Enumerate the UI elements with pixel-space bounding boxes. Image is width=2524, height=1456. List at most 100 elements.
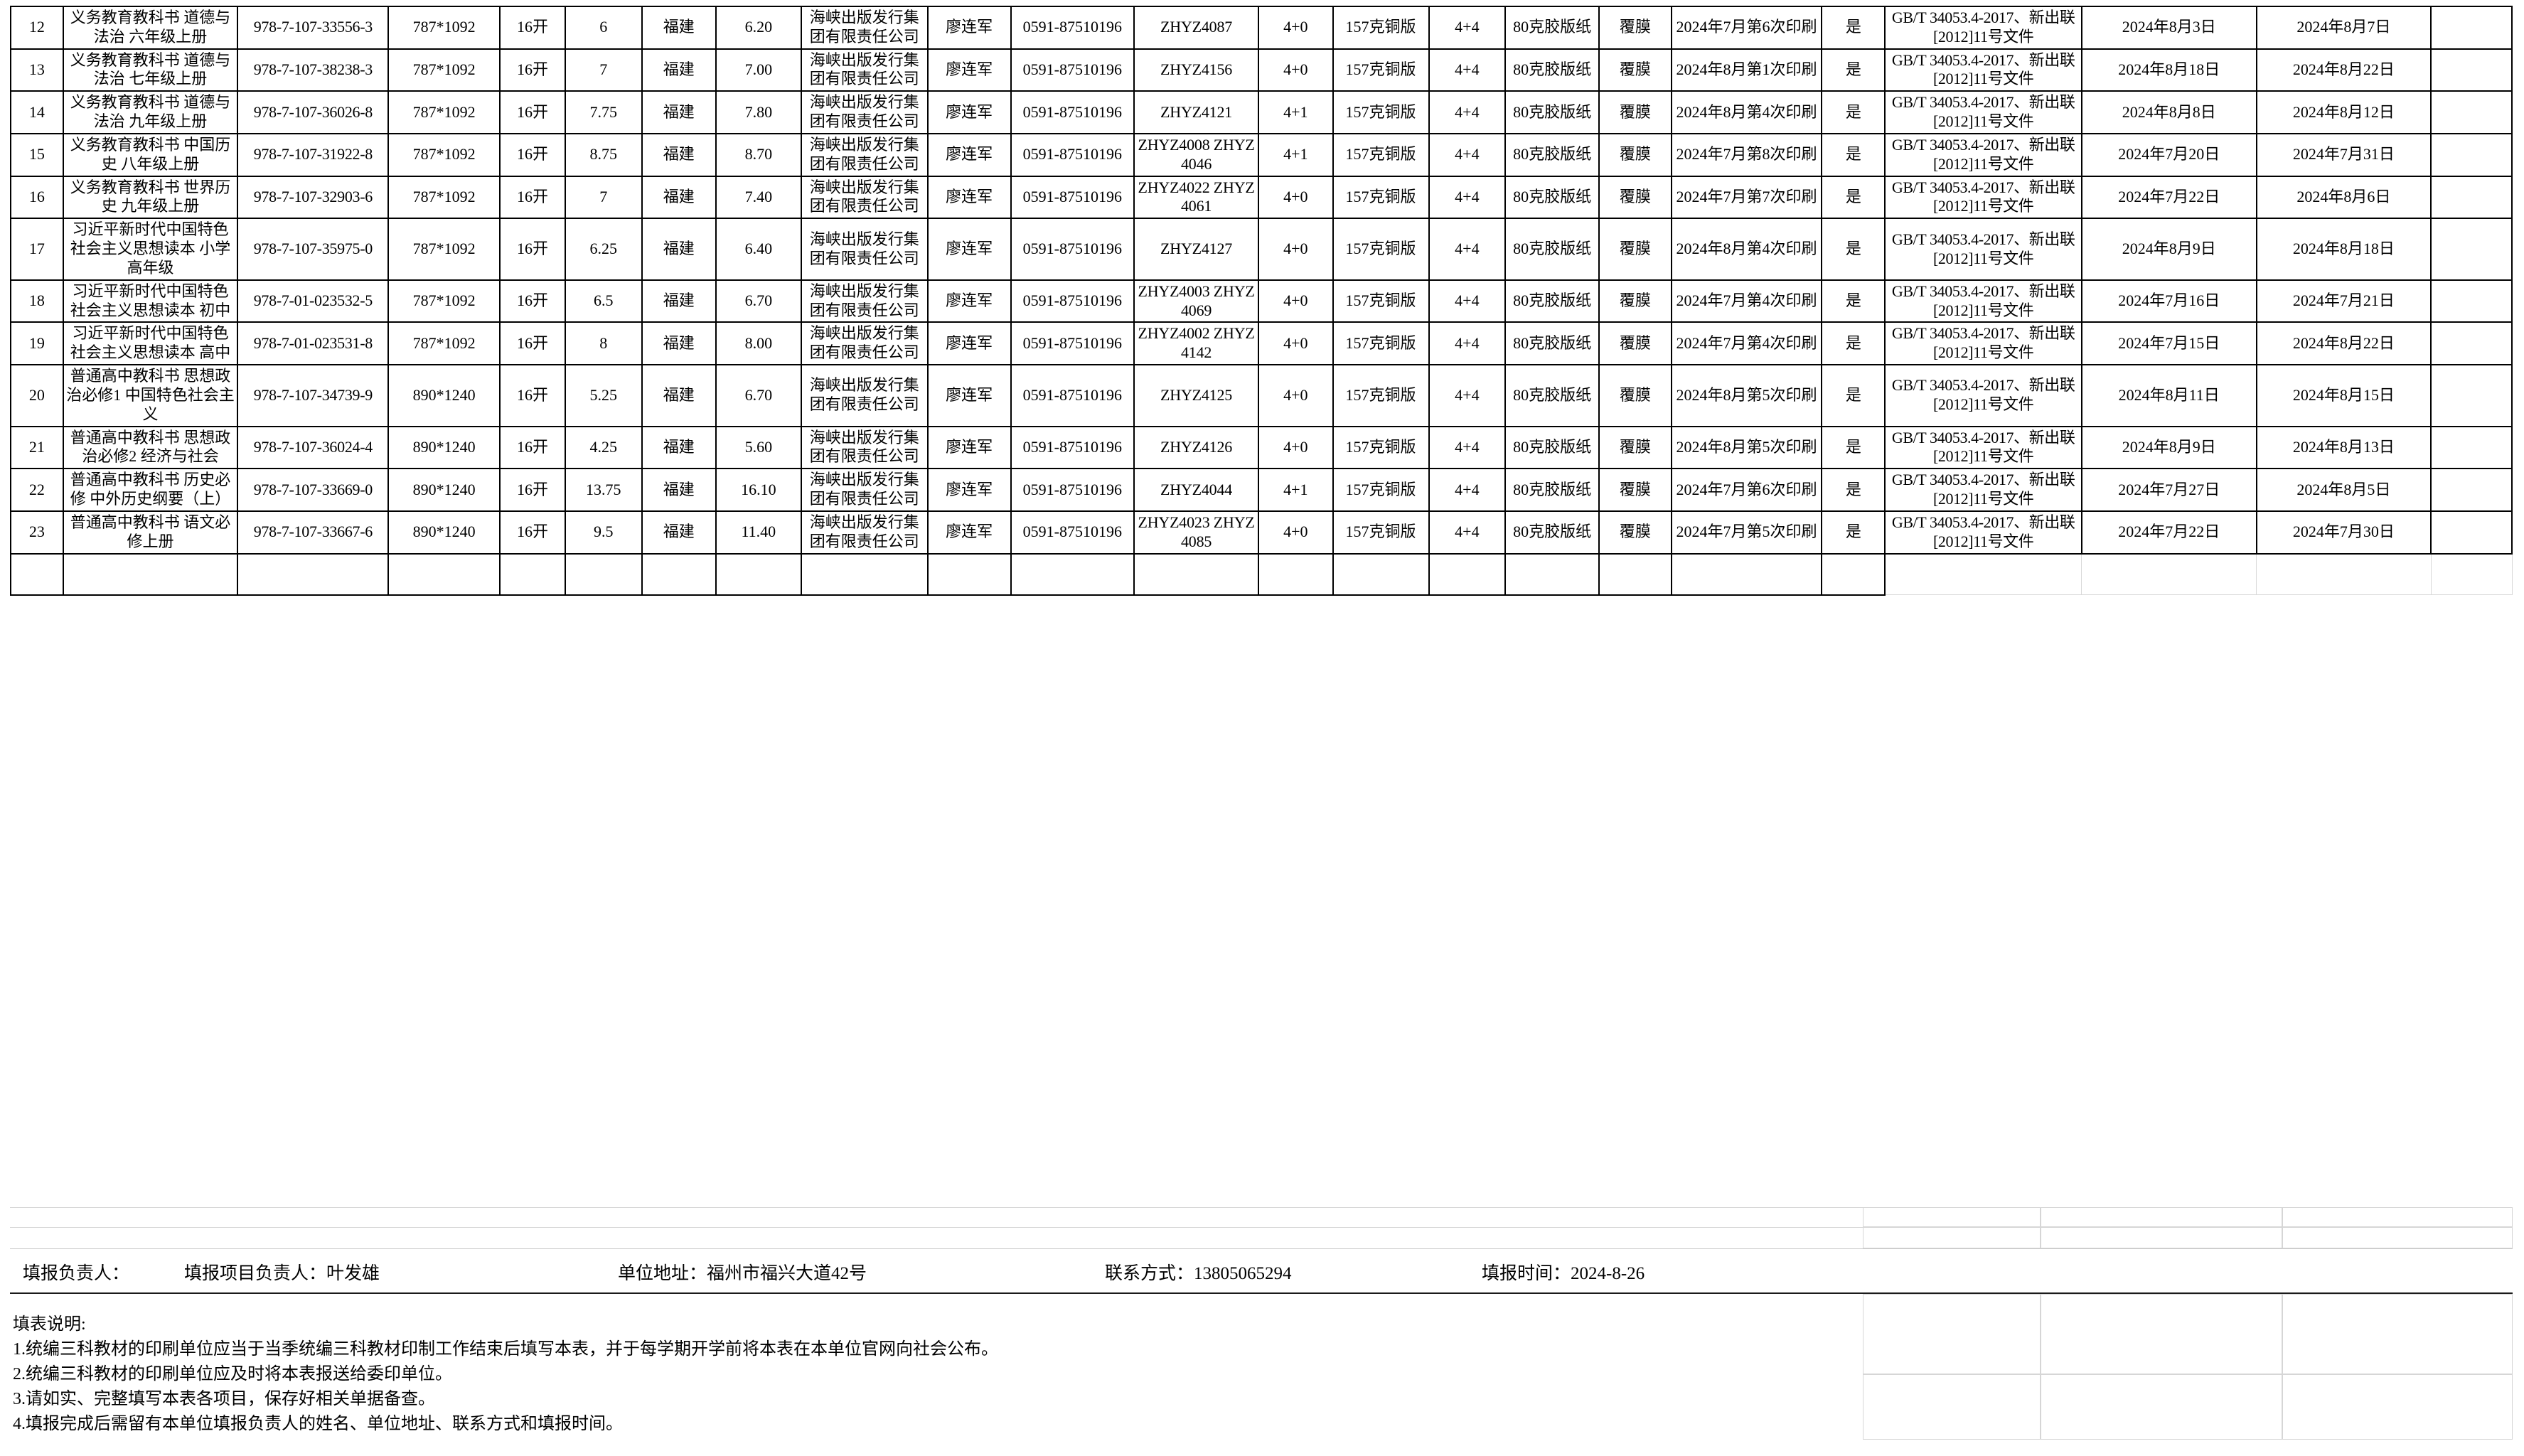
- cell-extra[interactable]: [2430, 6, 2513, 50]
- cell-price[interactable]: 8.70: [715, 132, 802, 177]
- cell-text-ink[interactable]: 4+4: [1428, 364, 1507, 427]
- cell-cover-ink[interactable]: 4+0: [1258, 6, 1334, 50]
- cell-trim-size[interactable]: 787*1092: [387, 132, 501, 177]
- cell-publisher[interactable]: 海峡出版发行集团有限责任公司: [800, 48, 929, 92]
- cell-contact-phone[interactable]: 0591-87510196: [1010, 425, 1135, 470]
- cell-isbn[interactable]: 978-7-107-34739-9: [237, 364, 390, 427]
- cell-row-index[interactable]: 13: [10, 48, 64, 92]
- empty-cell[interactable]: [2041, 1227, 2282, 1248]
- cell-is-qualified[interactable]: 是: [1821, 321, 1886, 366]
- empty-cell[interactable]: [926, 552, 1012, 596]
- cell-price[interactable]: 11.40: [715, 510, 802, 555]
- cell-print-sheets[interactable]: 7: [565, 175, 643, 220]
- cell-finish-date[interactable]: 2024年7月31日: [2255, 132, 2432, 177]
- cell-finish-date[interactable]: 2024年7月21日: [2255, 279, 2432, 323]
- cell-zhyz-code[interactable]: ZHYZ4022 ZHYZ4061: [1133, 175, 1260, 220]
- cell-price[interactable]: 6.70: [715, 364, 802, 427]
- cell-price[interactable]: 7.40: [715, 175, 802, 220]
- empty-cell[interactable]: [1428, 552, 1507, 596]
- cell-extra[interactable]: [2430, 90, 2513, 134]
- cell-extra[interactable]: [2430, 48, 2513, 92]
- empty-cell[interactable]: [10, 552, 64, 596]
- cell-trim-size[interactable]: 787*1092: [387, 218, 501, 281]
- cell-text-ink[interactable]: 4+4: [1428, 218, 1507, 281]
- cell-price[interactable]: 5.60: [715, 425, 802, 470]
- empty-cell[interactable]: [1670, 552, 1823, 596]
- cell-cover-paper[interactable]: 157克铜版: [1332, 175, 1430, 220]
- cell-surface-finish[interactable]: 覆膜: [1598, 48, 1672, 92]
- cell-book-name[interactable]: 义务教育教科书 道德与法治 九年级上册: [62, 90, 239, 134]
- cell-contact-person[interactable]: 廖连军: [926, 218, 1012, 281]
- cell-print-sheets[interactable]: 8.75: [565, 132, 643, 177]
- cell-cover-paper[interactable]: 157克铜版: [1332, 364, 1430, 427]
- empty-cell[interactable]: [1133, 552, 1260, 596]
- cell-start-date[interactable]: 2024年8月9日: [2080, 425, 2257, 470]
- cell-surface-finish[interactable]: 覆膜: [1598, 510, 1672, 555]
- cell-text-paper[interactable]: 80克胶版纸: [1504, 218, 1600, 281]
- cell-start-date[interactable]: 2024年7月15日: [2080, 321, 2257, 366]
- empty-cell[interactable]: [1884, 552, 2082, 596]
- cell-start-date[interactable]: 2024年8月11日: [2080, 364, 2257, 427]
- cell-standard[interactable]: GB/T 34053.4-2017、新出联[2012]11号文件: [1884, 175, 2082, 220]
- cell-print-sheets[interactable]: 9.5: [565, 510, 643, 555]
- cell-text-paper[interactable]: 80克胶版纸: [1504, 6, 1600, 50]
- cell-contact-phone[interactable]: 0591-87510196: [1010, 279, 1135, 323]
- empty-cell[interactable]: [2041, 1374, 2282, 1440]
- cell-text-paper[interactable]: 80克胶版纸: [1504, 90, 1600, 134]
- cell-publisher[interactable]: 海峡出版发行集团有限责任公司: [800, 468, 929, 512]
- cell-cover-paper[interactable]: 157克铜版: [1332, 279, 1430, 323]
- cell-standard[interactable]: GB/T 34053.4-2017、新出联[2012]11号文件: [1884, 48, 2082, 92]
- cell-book-name[interactable]: 义务教育教科书 世界历史 九年级上册: [62, 175, 239, 220]
- cell-is-qualified[interactable]: 是: [1821, 279, 1886, 323]
- cell-zhyz-code[interactable]: ZHYZ4087: [1133, 6, 1260, 50]
- cell-standard[interactable]: GB/T 34053.4-2017、新出联[2012]11号文件: [1884, 468, 2082, 512]
- empty-cell[interactable]: [387, 552, 501, 596]
- cell-contact-person[interactable]: 廖连军: [926, 510, 1012, 555]
- empty-cell[interactable]: [2282, 1374, 2513, 1440]
- cell-isbn[interactable]: 978-7-107-33667-6: [237, 510, 390, 555]
- cell-standard[interactable]: GB/T 34053.4-2017、新出联[2012]11号文件: [1884, 90, 2082, 134]
- cell-print-sheets[interactable]: 6.25: [565, 218, 643, 281]
- cell-format[interactable]: 16开: [498, 218, 567, 281]
- cell-standard[interactable]: GB/T 34053.4-2017、新出联[2012]11号文件: [1884, 132, 2082, 177]
- cell-text-paper[interactable]: 80克胶版纸: [1504, 510, 1600, 555]
- cell-is-qualified[interactable]: 是: [1821, 48, 1886, 92]
- cell-start-date[interactable]: 2024年7月27日: [2080, 468, 2257, 512]
- cell-province[interactable]: 福建: [641, 279, 717, 323]
- cell-province[interactable]: 福建: [641, 6, 717, 50]
- cell-row-index[interactable]: 21: [10, 425, 64, 470]
- cell-cover-paper[interactable]: 157克铜版: [1332, 218, 1430, 281]
- cell-trim-size[interactable]: 890*1240: [387, 364, 501, 427]
- cell-standard[interactable]: GB/T 34053.4-2017、新出联[2012]11号文件: [1884, 425, 2082, 470]
- cell-publisher[interactable]: 海峡出版发行集团有限责任公司: [800, 279, 929, 323]
- cell-print-run[interactable]: 2024年7月第4次印刷: [1670, 321, 1823, 366]
- cell-contact-person[interactable]: 廖连军: [926, 425, 1012, 470]
- cell-text-ink[interactable]: 4+4: [1428, 425, 1507, 470]
- cell-contact-phone[interactable]: 0591-87510196: [1010, 321, 1135, 366]
- cell-price[interactable]: 6.70: [715, 279, 802, 323]
- cell-finish-date[interactable]: 2024年8月22日: [2255, 48, 2432, 92]
- cell-cover-paper[interactable]: 157克铜版: [1332, 510, 1430, 555]
- cell-cover-ink[interactable]: 4+0: [1258, 279, 1334, 323]
- cell-surface-finish[interactable]: 覆膜: [1598, 425, 1672, 470]
- cell-extra[interactable]: [2430, 279, 2513, 323]
- cell-extra[interactable]: [2430, 364, 2513, 427]
- cell-zhyz-code[interactable]: ZHYZ4002 ZHYZ4142: [1133, 321, 1260, 366]
- empty-cell[interactable]: [2282, 1294, 2513, 1374]
- cell-standard[interactable]: GB/T 34053.4-2017、新出联[2012]11号文件: [1884, 6, 2082, 50]
- cell-price[interactable]: 8.00: [715, 321, 802, 366]
- cell-print-run[interactable]: 2024年7月第4次印刷: [1670, 279, 1823, 323]
- cell-isbn[interactable]: 978-7-107-33556-3: [237, 6, 390, 50]
- cell-row-index[interactable]: 19: [10, 321, 64, 366]
- empty-cell[interactable]: [2041, 1294, 2282, 1374]
- cell-price[interactable]: 6.20: [715, 6, 802, 50]
- cell-book-name[interactable]: 义务教育教科书 道德与法治 七年级上册: [62, 48, 239, 92]
- cell-print-sheets[interactable]: 5.25: [565, 364, 643, 427]
- cell-print-sheets[interactable]: 7: [565, 48, 643, 92]
- cell-text-paper[interactable]: 80克胶版纸: [1504, 279, 1600, 323]
- cell-book-name[interactable]: 普通高中教科书 语文必修上册: [62, 510, 239, 555]
- cell-start-date[interactable]: 2024年7月22日: [2080, 510, 2257, 555]
- cell-print-run[interactable]: 2024年8月第4次印刷: [1670, 218, 1823, 281]
- cell-contact-person[interactable]: 廖连军: [926, 468, 1012, 512]
- cell-finish-date[interactable]: 2024年7月30日: [2255, 510, 2432, 555]
